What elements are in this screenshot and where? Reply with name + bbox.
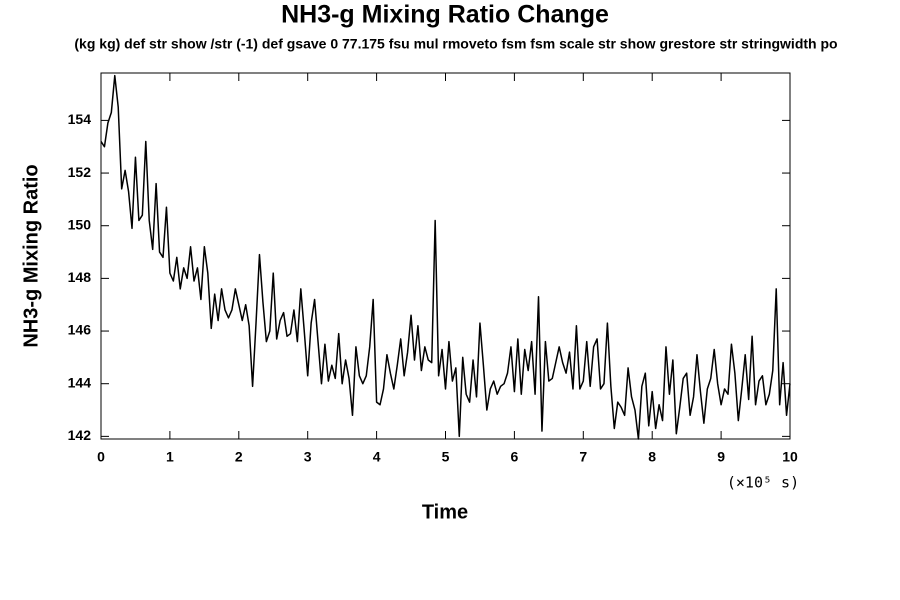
x-tick-label: 4 [373, 449, 381, 465]
chart-title: NH3-g Mixing Ratio Change [281, 1, 609, 29]
x-tick-label: 2 [235, 449, 243, 465]
x-axis-label: Time [422, 501, 468, 523]
x-tick-label: 0 [97, 449, 105, 465]
y-tick-label: 152 [68, 164, 92, 180]
x-tick-label: 7 [579, 449, 587, 465]
x-tick-label: 6 [511, 449, 519, 465]
x-tick-label: 5 [442, 449, 450, 465]
x-tick-label: 3 [304, 449, 312, 465]
data-line [100, 74, 791, 440]
x-tick-label: 10 [782, 449, 798, 465]
x-tick-label: 9 [717, 449, 725, 465]
x-tick-label: 8 [648, 449, 656, 465]
x-axis-unit: (×10⁵ s) [727, 474, 799, 492]
y-tick-label: 144 [68, 374, 92, 390]
y-axis-label: NH3-g Mixing Ratio [20, 164, 42, 347]
y-tick-label: 146 [68, 322, 92, 338]
y-tick-label: 148 [68, 269, 92, 285]
chart-subtitle: (kg kg) def str show /str (-1) def gsave… [74, 36, 837, 52]
y-tick-label: 142 [68, 427, 92, 443]
y-tick-label: 150 [68, 216, 92, 232]
x-tick-label: 1 [166, 449, 174, 465]
y-tick-label: 154 [68, 111, 92, 127]
